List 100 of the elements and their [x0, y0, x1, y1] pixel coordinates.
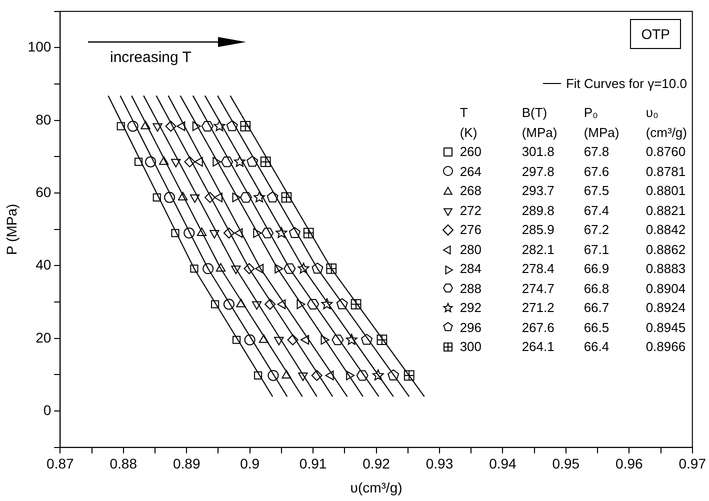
point — [196, 228, 207, 236]
point — [282, 370, 292, 378]
legend-title: T B(T) P₀ υ₀ (K) (MPa) (MPa) (cm³/g) — [460, 104, 687, 142]
point — [268, 370, 279, 381]
point — [287, 334, 298, 346]
legend-label: 264 297.8 67.6 0.8781 — [460, 162, 686, 180]
legend-label: 260 301.8 67.8 0.8760 — [460, 143, 686, 161]
point — [202, 263, 214, 274]
point — [176, 121, 186, 132]
point — [298, 262, 310, 274]
point — [226, 120, 238, 132]
point — [276, 227, 288, 238]
annotation: OTP — [630, 19, 681, 49]
point — [194, 156, 203, 167]
point — [320, 335, 330, 345]
point — [232, 192, 241, 202]
point — [164, 192, 176, 203]
point — [376, 334, 388, 346]
point — [356, 370, 368, 381]
point — [372, 369, 384, 380]
y-tick-label: 0 — [43, 402, 52, 418]
point — [252, 301, 262, 310]
x-tick-label: 0.88 — [110, 456, 138, 472]
point — [190, 264, 198, 273]
point — [234, 156, 246, 167]
point — [266, 191, 278, 202]
point — [116, 122, 125, 130]
point — [254, 191, 266, 202]
point — [152, 193, 161, 202]
point — [232, 336, 241, 344]
point — [192, 121, 201, 132]
legend-label: 268 293.7 67.5 0.8801 — [460, 182, 686, 200]
point — [281, 192, 292, 203]
x-tick-label: 0.93 — [426, 456, 454, 472]
point — [223, 228, 234, 239]
point — [216, 263, 226, 272]
point — [159, 156, 169, 165]
point — [312, 262, 324, 274]
point — [246, 156, 258, 167]
x-tick-label: 0.92 — [362, 456, 390, 472]
point — [190, 194, 200, 203]
point — [258, 334, 269, 343]
point — [254, 371, 262, 380]
legend-label: 300 264.1 66.4 0.8966 — [460, 338, 686, 356]
point — [134, 158, 143, 166]
point — [253, 228, 262, 238]
y-tick-label: 60 — [36, 184, 52, 200]
point — [336, 298, 348, 310]
point — [361, 334, 373, 345]
x-tick-label: 0.87 — [46, 456, 74, 472]
point — [277, 299, 286, 310]
point — [240, 192, 252, 203]
point — [214, 120, 226, 132]
y-tick-label: 20 — [36, 329, 52, 346]
point — [145, 156, 156, 168]
x-tick-label: 0.9 — [240, 456, 260, 472]
point — [240, 121, 251, 132]
point — [311, 370, 322, 381]
point — [325, 370, 334, 380]
legend-label: 288 274.7 66.8 0.8904 — [460, 280, 686, 298]
point — [127, 120, 138, 132]
point — [211, 300, 220, 308]
point — [244, 334, 256, 346]
point — [178, 192, 188, 200]
x-tick-label: 0.89 — [172, 456, 200, 472]
point — [201, 120, 214, 132]
x-tick-label: 0.94 — [489, 456, 517, 472]
legend-label: 272 289.8 67.4 0.8821 — [460, 202, 686, 220]
point — [288, 227, 300, 238]
point — [223, 298, 234, 310]
point — [221, 156, 234, 168]
point — [184, 228, 195, 239]
point — [236, 298, 246, 308]
point — [255, 264, 264, 274]
point — [171, 229, 180, 238]
x-tick-label: 0.95 — [552, 456, 580, 472]
point — [152, 123, 162, 132]
point — [404, 370, 414, 381]
point — [307, 298, 320, 310]
point — [296, 299, 306, 310]
point — [264, 298, 276, 310]
point — [244, 263, 255, 274]
y-tick-label: 80 — [36, 111, 52, 128]
point — [184, 156, 196, 168]
legend-label: 280 282.1 67.1 0.8862 — [460, 240, 686, 258]
point — [350, 299, 362, 310]
point — [321, 298, 333, 310]
point — [346, 370, 355, 380]
point — [260, 156, 271, 167]
point — [262, 228, 274, 238]
point — [303, 228, 314, 238]
point — [346, 334, 358, 345]
point — [165, 120, 176, 132]
point — [140, 120, 150, 130]
point — [274, 336, 284, 346]
point — [284, 263, 296, 274]
point — [388, 369, 400, 380]
y-tick-label: 100 — [28, 38, 52, 55]
point — [234, 228, 243, 238]
point — [212, 156, 222, 167]
